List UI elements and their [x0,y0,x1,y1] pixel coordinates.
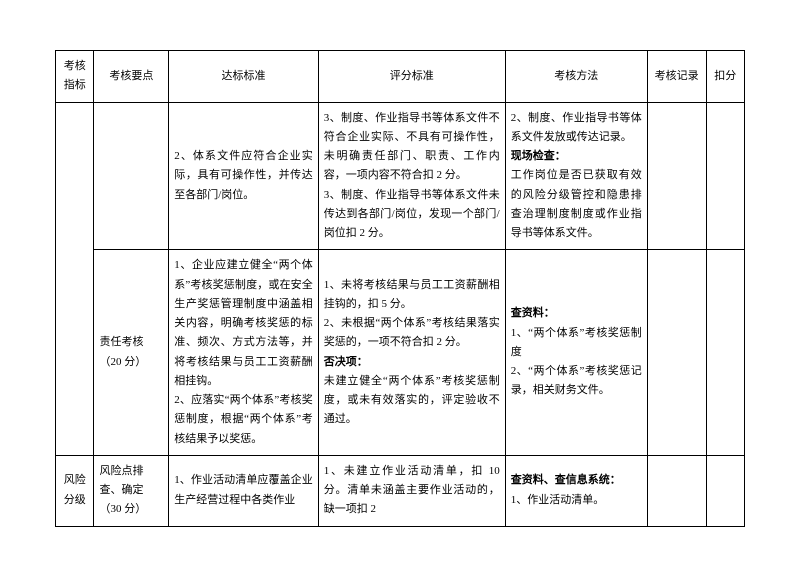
scoring-2-label: 否决项： [324,356,368,368]
cell-indicator-3: 风险分级 [56,455,94,526]
method-2-body: 1、“两个体系”考核奖惩制度2、“两个体系”考核奖惩记录，相关财务文件。 [511,327,642,397]
header-points: 考核要点 [94,51,169,103]
cell-indicator-empty [56,102,94,455]
cell-deduct-1 [706,102,744,250]
cell-record-2 [647,250,706,456]
cell-points-2: 责任考核（20 分） [94,250,169,456]
cell-standard-1: 2、体系文件应符合企业实际，具有可操作性，并传达至各部门/岗位。 [169,102,319,250]
scoring-2-text: 1、未将考核结果与员工工资薪酬相挂钩的，扣 5 分。2、未根据“两个体系”考核结… [324,279,500,349]
method-3-body: 1、作业活动清单。 [511,494,605,506]
cell-record-3 [647,455,706,526]
header-method: 考核方法 [505,51,647,103]
cell-method-2: 查资料： 1、“两个体系”考核奖惩制度2、“两个体系”考核奖惩记录，相关财务文件。 [505,250,647,456]
cell-record-1 [647,102,706,250]
method-2-label: 查资料： [511,307,555,319]
method-1-label: 现场检查： [511,150,566,162]
method-1-text: 2、制度、作业指导书等体系文件发放或传达记录。 [511,112,642,143]
header-scoring: 评分标准 [318,51,505,103]
cell-deduct-2 [706,250,744,456]
cell-deduct-3 [706,455,744,526]
table-row: 责任考核（20 分） 1、企业应建立健全“两个体系”考核奖惩制度，或在安全生产奖… [56,250,745,456]
method-1-body: 工作岗位是否已获取有效的风险分级管控和隐患排查治理制度制度或作业指导书等体系文件… [511,169,642,239]
table-row: 风险分级 风险点排查、确定（30 分） 1、作业活动清单应覆盖企业生产经营过程中… [56,455,745,526]
header-standard: 达标标准 [169,51,319,103]
cell-standard-2: 1、企业应建立健全“两个体系”考核奖惩制度，或在安全生产奖惩管理制度中涵盖相关内… [169,250,319,456]
method-3-label: 查资料、查信息系统： [511,474,621,486]
cell-points-empty [94,102,169,250]
cell-scoring-2: 1、未将考核结果与员工工资薪酬相挂钩的，扣 5 分。2、未根据“两个体系”考核结… [318,250,505,456]
header-row: 考核指标 考核要点 达标标准 评分标准 考核方法 考核记录 扣分 [56,51,745,103]
cell-standard-3: 1、作业活动清单应覆盖企业生产经营过程中各类作业 [169,455,319,526]
table-row: 2、体系文件应符合企业实际，具有可操作性，并传达至各部门/岗位。 3、制度、作业… [56,102,745,250]
header-indicator: 考核指标 [56,51,94,103]
header-record: 考核记录 [647,51,706,103]
scoring-2-body: 未建立健全“两个体系”考核奖惩制度，或未有效落实的，评定验收不通过。 [324,375,500,426]
cell-scoring-1: 3、制度、作业指导书等体系文件不符合企业实际、不具有可操作性，未明确责任部门、职… [318,102,505,250]
header-deduct: 扣分 [706,51,744,103]
cell-scoring-3: 1、未建立作业活动清单，扣 10 分。清单未涵盖主要作业活动的，缺一项扣 2 [318,455,505,526]
cell-points-3: 风险点排查、确定（30 分） [94,455,169,526]
cell-method-1: 2、制度、作业指导书等体系文件发放或传达记录。现场检查： 工作岗位是否已获取有效的… [505,102,647,250]
cell-method-3: 查资料、查信息系统： 1、作业活动清单。 [505,455,647,526]
assessment-table: 考核指标 考核要点 达标标准 评分标准 考核方法 考核记录 扣分 2、体系文件应… [55,50,745,527]
